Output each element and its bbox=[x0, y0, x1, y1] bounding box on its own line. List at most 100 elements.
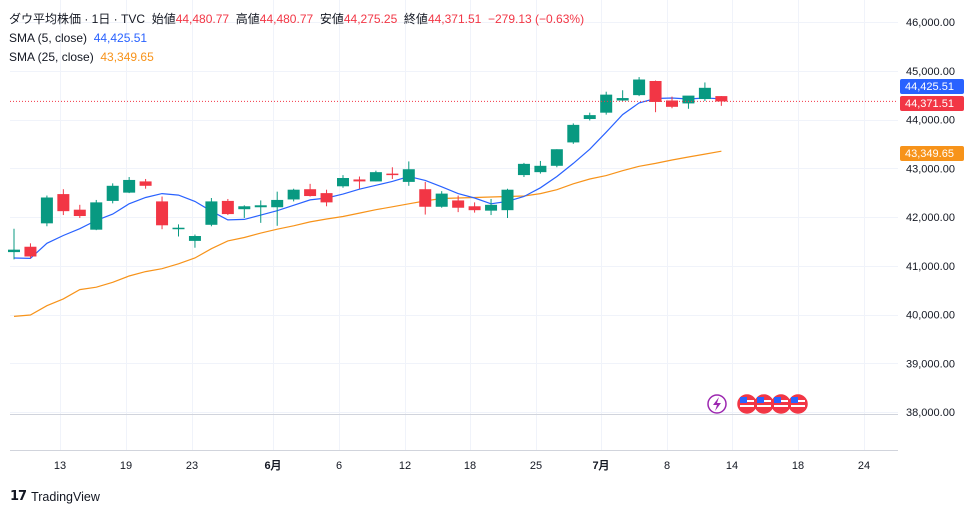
tradingview-logo-icon: 17 bbox=[10, 489, 27, 504]
candle-body bbox=[188, 236, 201, 241]
candle-up bbox=[369, 170, 382, 182]
candle-body bbox=[73, 209, 86, 217]
candle-up bbox=[254, 200, 267, 223]
high-value: 44,480.77 bbox=[259, 12, 314, 26]
candle-body bbox=[238, 206, 251, 210]
candle-body bbox=[320, 193, 333, 203]
price-tick-label: 43,000.00 bbox=[906, 163, 955, 175]
candle-body bbox=[304, 189, 317, 197]
candle-up bbox=[402, 161, 415, 186]
candle-down bbox=[139, 178, 152, 189]
us-flag-event-icon[interactable] bbox=[754, 394, 774, 414]
price-axis[interactable]: 46,000.00 45,000.00 44,000.00 43,000.00 42,0… bbox=[906, 17, 955, 419]
candle-body bbox=[57, 194, 70, 212]
ohlc-legend-row[interactable]: ダウ平均株価 · 1日 · TVC 始値44,480.77 高値44,480.7… bbox=[9, 10, 584, 29]
time-tick-label: 18 bbox=[792, 460, 804, 472]
candle-body bbox=[485, 204, 498, 211]
candle-down bbox=[353, 176, 366, 189]
candle-up bbox=[238, 205, 251, 218]
candle-up bbox=[550, 149, 563, 168]
candle-body bbox=[682, 95, 695, 104]
price-tag-label: 44,425.51 bbox=[905, 81, 954, 93]
price-tag-box bbox=[900, 79, 964, 94]
low-value: 44,275.25 bbox=[343, 12, 398, 26]
time-tick-label: 18 bbox=[464, 460, 476, 472]
candle-up bbox=[682, 95, 695, 109]
price-tick-label: 40,000.00 bbox=[906, 310, 955, 322]
us-flag-event-icon[interactable] bbox=[771, 394, 791, 414]
candle-body bbox=[517, 163, 530, 176]
candle-up bbox=[8, 228, 20, 260]
candle-up bbox=[205, 197, 218, 227]
candle-down bbox=[304, 183, 317, 197]
candle-body bbox=[583, 115, 596, 120]
candle-down bbox=[156, 196, 169, 230]
time-tick-label: 13 bbox=[54, 460, 66, 472]
candle-body bbox=[90, 202, 103, 230]
dividend-event-icon[interactable] bbox=[707, 394, 727, 414]
candle-body bbox=[40, 197, 53, 224]
candle-up bbox=[583, 112, 596, 121]
sma5-value: 44,425.51 bbox=[93, 31, 148, 45]
price-tag-label: 44,371.51 bbox=[905, 98, 954, 110]
candle-down bbox=[386, 167, 399, 179]
candle-body bbox=[8, 249, 20, 253]
price-tick-label: 38,000.00 bbox=[906, 407, 955, 419]
time-tick-label: 12 bbox=[399, 460, 411, 472]
candle-down bbox=[73, 204, 86, 218]
us-flag-event-icon[interactable] bbox=[788, 394, 808, 414]
sma25-line bbox=[13, 150, 722, 317]
sma25-legend-row[interactable]: SMA (25, close) 43,349.65 bbox=[9, 48, 584, 67]
candle-down bbox=[24, 243, 37, 259]
close-value: 44,371.51 bbox=[427, 12, 482, 26]
price-tick-label: 45,000.00 bbox=[906, 66, 955, 78]
candle-body bbox=[139, 181, 152, 186]
symbol-label[interactable]: ダウ平均株価 · 1日 · TVC bbox=[9, 12, 146, 26]
close-label: 終値 bbox=[403, 12, 428, 26]
price-tag: 44,371.51 bbox=[900, 96, 964, 111]
candle-body bbox=[386, 173, 399, 176]
candle-up bbox=[534, 160, 547, 174]
time-tick-label: 6月 bbox=[264, 459, 281, 472]
time-tick-label: 25 bbox=[530, 460, 542, 472]
candle-up bbox=[600, 91, 613, 115]
brand-name: TradingView bbox=[31, 489, 100, 504]
time-axis[interactable]: 13 19 23 6月 6 12 18 25 7月 8 14 18 24 bbox=[54, 459, 870, 472]
price-tag-box bbox=[900, 96, 964, 111]
candle-body bbox=[633, 79, 646, 96]
candle-body bbox=[567, 124, 580, 143]
time-tick-label: 14 bbox=[726, 460, 738, 472]
sma5-legend-row[interactable]: SMA (5, close) 44,425.51 bbox=[9, 29, 584, 48]
price-tag: 44,425.51 bbox=[900, 79, 964, 94]
candle-up bbox=[501, 188, 514, 218]
candle-up bbox=[90, 199, 103, 231]
price-tick-label: 46,000.00 bbox=[906, 17, 955, 29]
candle-body bbox=[550, 149, 563, 166]
candle-down bbox=[419, 181, 432, 215]
candle-body bbox=[534, 165, 547, 173]
candle-up bbox=[485, 198, 498, 216]
candle-body bbox=[254, 205, 267, 208]
time-tick-label: 7月 bbox=[592, 459, 609, 472]
sma5-label: SMA (5, close) bbox=[9, 31, 88, 45]
candle-down bbox=[452, 195, 465, 213]
open-value: 44,480.77 bbox=[175, 12, 230, 26]
candle-body bbox=[715, 96, 728, 102]
price-tags: 44,425.51 44,371.51 43,349.65 bbox=[900, 79, 964, 161]
change-value: −279.13 (−0.63%) bbox=[488, 12, 585, 26]
price-tag-box bbox=[900, 146, 964, 161]
candle-body bbox=[698, 87, 711, 100]
candle-body bbox=[616, 98, 629, 101]
candle-body bbox=[419, 189, 432, 207]
sma25-label: SMA (25, close) bbox=[9, 50, 94, 64]
time-tick-label: 8 bbox=[664, 460, 670, 472]
event-markers[interactable] bbox=[707, 394, 808, 414]
candle-down bbox=[666, 96, 678, 109]
candle-body bbox=[172, 227, 185, 230]
candle-body bbox=[501, 189, 514, 211]
candle-body bbox=[106, 185, 119, 201]
us-flag-event-icon[interactable] bbox=[737, 394, 757, 414]
tradingview-brand[interactable]: 17 TradingView bbox=[10, 489, 100, 504]
candle-up bbox=[287, 188, 300, 202]
